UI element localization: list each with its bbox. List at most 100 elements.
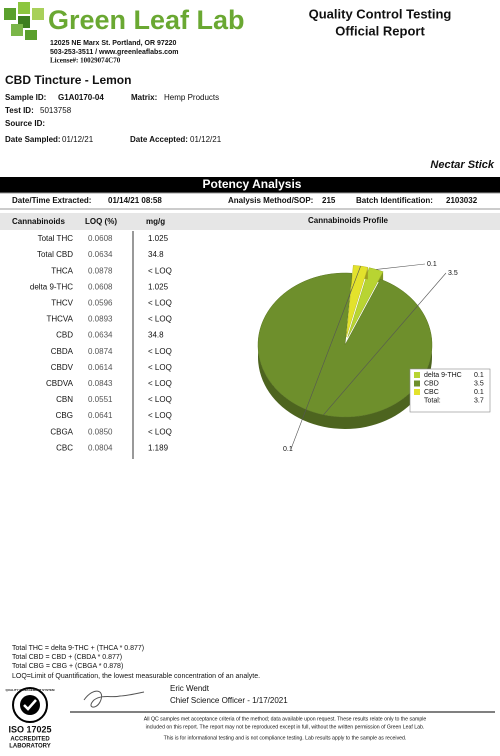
field-label: Date Accepted:: [130, 135, 188, 144]
mg-per-g: < LOQ: [148, 266, 172, 275]
loq-value: 0.0608: [88, 234, 113, 243]
mg-per-g: < LOQ: [148, 427, 172, 436]
mg-per-g: 1.025: [148, 234, 169, 243]
field-value: 5013758: [40, 106, 72, 115]
loq-value: 0.0634: [88, 250, 113, 259]
field-label: Sample ID:: [5, 93, 46, 102]
client-product: Nectar Stick: [430, 159, 494, 171]
mg-per-g: < LOQ: [148, 395, 172, 404]
field-label: Date Sampled:: [5, 135, 61, 144]
license: License#: 10029074C70: [50, 57, 121, 65]
address: 12025 NE Marx St. Portland, OR 97220: [50, 40, 177, 47]
loq-value: 0.0596: [88, 299, 113, 308]
analyte-name: THCA: [51, 266, 73, 275]
field-value: Hemp Products: [164, 93, 219, 102]
legend-label: Total:: [424, 397, 441, 404]
mg-per-g: < LOQ: [148, 347, 172, 356]
loq-value: 0.0874: [88, 347, 113, 356]
field-label: Source ID:: [5, 119, 45, 128]
field-value: 01/12/21: [62, 135, 94, 144]
data-label: 3.5: [448, 270, 458, 277]
formula: Total CBD = CBD + (CBDA * 0.877): [12, 654, 122, 661]
data-label: 0.1: [283, 446, 293, 453]
header-band: [0, 213, 500, 230]
badge-text: LABORATORY: [9, 744, 51, 750]
disclaimer: This is for informational testing and is…: [164, 735, 407, 741]
contact: 503-253-3511 / www.greenleaflabs.com: [50, 49, 179, 56]
analyte-name: CBG: [56, 411, 73, 420]
signature: [83, 690, 145, 708]
badge-text: ISO 17025: [8, 724, 51, 734]
formula: Total CBG = CBG + (CBGA * 0.878): [12, 663, 123, 670]
loq-value: 0.0804: [88, 443, 113, 452]
report-title: Official Report: [335, 23, 425, 38]
field-value: 2103032: [446, 196, 478, 205]
chart-title: Cannabinoids Profile: [308, 216, 389, 225]
mg-per-g: 34.8: [148, 250, 164, 259]
field-label: Batch Identification:: [356, 196, 433, 205]
product-name: CBD Tincture - Lemon: [5, 73, 131, 87]
column-header: Cannabinoids: [12, 217, 65, 226]
mg-per-g: < LOQ: [148, 411, 172, 420]
analyte-name: CBDVA: [46, 379, 74, 388]
loq-value: 0.0614: [88, 363, 113, 372]
analyte-name: CBN: [56, 395, 73, 404]
analyte-name: CBD: [56, 331, 73, 340]
legend-label: CBD: [424, 380, 439, 387]
leader-line: [290, 265, 361, 450]
legend-value: 0.1: [474, 389, 484, 396]
field-value: 01/14/21 08:58: [108, 196, 162, 205]
loq-value: 0.0634: [88, 331, 113, 340]
loq-value: 0.0641: [88, 411, 113, 420]
signer-title: Chief Science Officer - 1/17/2021: [170, 696, 288, 705]
loq-value: 0.0843: [88, 379, 113, 388]
data-label: 0.1: [427, 261, 437, 268]
formula: Total THC = delta 9-THC + (THCA * 0.877): [12, 645, 144, 652]
badge-text: QUALITY MANAGEMENT SYSTEM: [6, 688, 55, 692]
analyte-name: CBDV: [51, 363, 74, 372]
mg-per-g: 1.189: [148, 443, 169, 452]
loq-value: 0.0893: [88, 315, 113, 324]
section-title: Potency Analysis: [203, 177, 302, 191]
signer: Eric Wendt: [170, 684, 210, 693]
pie-slice: [346, 265, 369, 338]
loq-value: 0.0878: [88, 266, 113, 275]
lab-name: Green Leaf Lab: [48, 5, 245, 35]
report-title: Quality Control Testing: [309, 6, 452, 21]
legend-value: 0.1: [474, 372, 484, 379]
leader-line: [323, 272, 447, 415]
logo-icon: [4, 2, 44, 40]
iso-badge: [12, 687, 48, 723]
column-header: mg/g: [146, 217, 165, 226]
analyte-name: delta 9-THC: [30, 282, 73, 291]
analyte-name: Total THC: [38, 234, 74, 243]
field-value: 01/12/21: [190, 135, 222, 144]
analyte-name: THCV: [51, 299, 73, 308]
legend-swatch: [414, 389, 420, 395]
legend-value: 3.5: [474, 380, 484, 387]
mg-per-g: < LOQ: [148, 299, 172, 308]
analyte-name: Total CBD: [37, 250, 73, 259]
disclaimer: All QC samples met acceptance criteria o…: [144, 716, 427, 722]
legend-label: CBC: [424, 389, 439, 396]
analyte-name: CBGA: [50, 427, 73, 436]
analyte-name: CBC: [56, 443, 73, 452]
field-label: Date/Time Extracted:: [12, 196, 91, 205]
disclaimer: included on this report. The report may …: [146, 724, 425, 730]
loq-value: 0.0850: [88, 427, 113, 436]
section-bar: [0, 177, 500, 193]
mg-per-g: < LOQ: [148, 379, 172, 388]
leader-line: [376, 263, 426, 270]
legend-box: [409, 368, 491, 413]
badge-text: ACCREDITED: [10, 737, 50, 743]
analyte-name: THCVA: [46, 315, 73, 324]
analyte-name: CBDA: [51, 347, 74, 356]
formula: LOQ=Limit of Quantification, the lowest …: [12, 673, 260, 680]
field-label: Matrix:: [131, 93, 157, 102]
field-value: 215: [322, 196, 336, 205]
legend-value: 3.7: [474, 397, 484, 404]
legend-swatch: [414, 380, 420, 387]
field-label: Analysis Method/SOP:: [228, 196, 313, 205]
mg-per-g: < LOQ: [148, 315, 172, 324]
